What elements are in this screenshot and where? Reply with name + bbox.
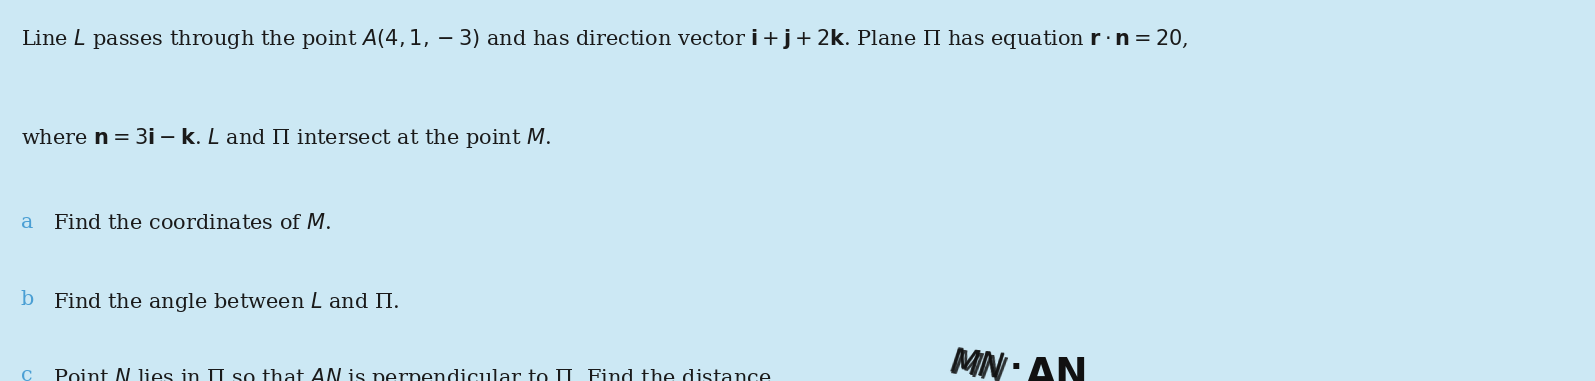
Text: a: a — [21, 213, 33, 232]
Text: $MN$: $MN$ — [951, 348, 1010, 381]
Text: c: c — [21, 366, 32, 381]
Text: where $\mathbf{n} = 3\mathbf{i} - \mathbf{k}$. $L$ and Π intersect at the point : where $\mathbf{n} = 3\mathbf{i} - \mathb… — [21, 126, 550, 150]
Text: $MN$: $MN$ — [947, 345, 1006, 381]
Text: $MN$: $MN$ — [949, 347, 1006, 381]
Text: AN: AN — [1026, 356, 1088, 381]
Text: Point $N$ lies in Π so that $AN$ is perpendicular to Π. Find the distance: Point $N$ lies in Π so that $AN$ is perp… — [53, 366, 772, 381]
Text: Line $L$ passes through the point $A(4, 1, -3)$ and has direction vector $\mathb: Line $L$ passes through the point $A(4, … — [21, 27, 1188, 51]
Text: b: b — [21, 290, 33, 309]
Text: Find the angle between $L$ and Π.: Find the angle between $L$ and Π. — [53, 290, 399, 314]
Text: Find the coordinates of $M$.: Find the coordinates of $M$. — [53, 213, 330, 233]
Text: .: . — [1010, 343, 1022, 376]
